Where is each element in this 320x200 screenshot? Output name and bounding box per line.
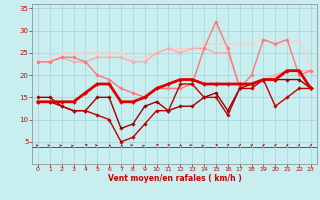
- X-axis label: Vent moyen/en rafales ( km/h ): Vent moyen/en rafales ( km/h ): [108, 174, 241, 183]
